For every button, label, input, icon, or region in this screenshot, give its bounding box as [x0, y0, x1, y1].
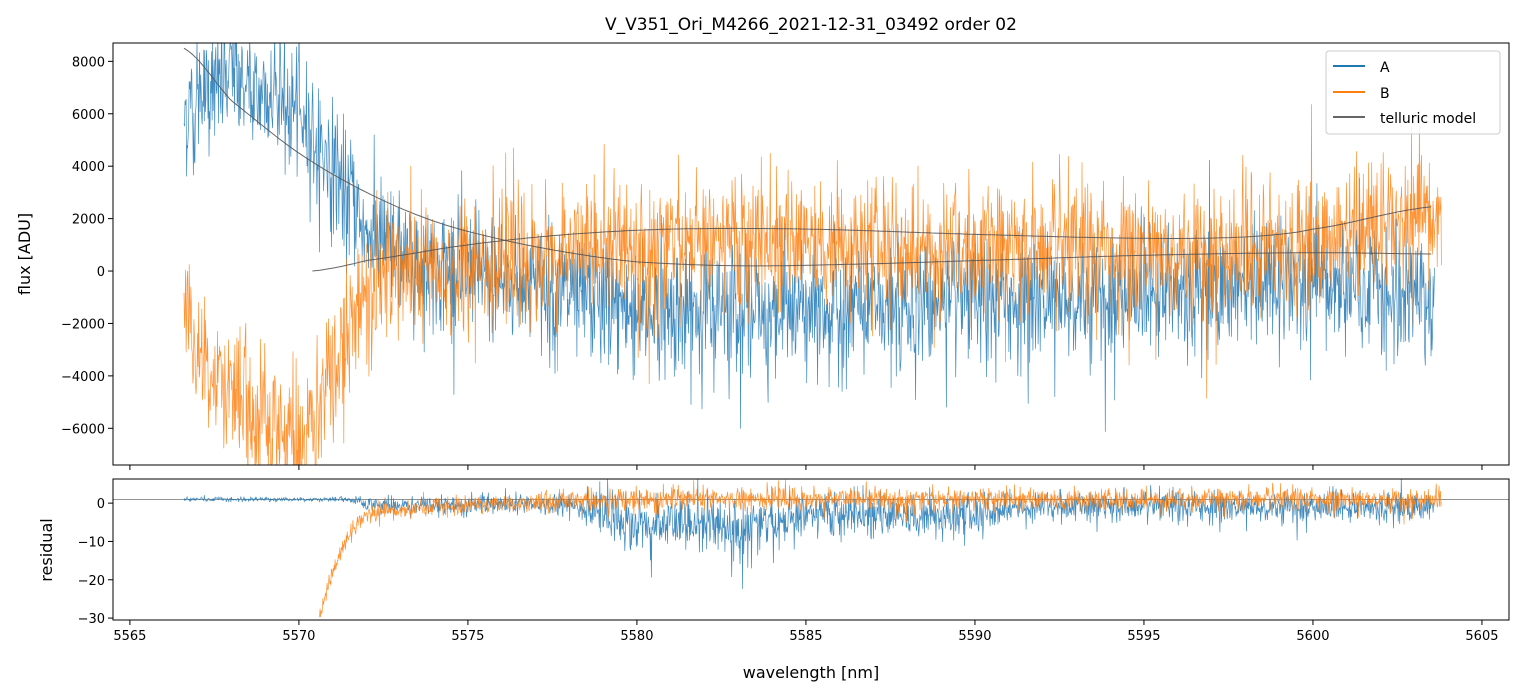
bottom-ylabel: residual — [37, 518, 56, 581]
x-tick-label: 5570 — [282, 629, 315, 644]
legend-label-telluric: telluric model — [1380, 111, 1476, 127]
y-tick-label: 2000 — [72, 213, 105, 228]
axes-frame — [112, 478, 1510, 621]
chart-title: V_V351_Ori_M4266_2021-12-31_03492 order … — [605, 15, 1017, 35]
y-tick-label: 0 — [97, 497, 105, 512]
flux-plot: 8000 6000 4000 2000 0 −2000 −4000 −6000 — [61, 42, 1510, 470]
x-tick-label: 5600 — [1296, 629, 1329, 644]
y-tick-label: 6000 — [72, 108, 105, 123]
y-tick-label: −30 — [78, 612, 105, 627]
legend-label-a: A — [1380, 60, 1390, 76]
x-tick-label: 5605 — [1465, 629, 1498, 644]
y-tick-label: −2000 — [61, 317, 105, 332]
series-a-line — [183, 479, 1435, 589]
xlabel: wavelength [nm] — [743, 663, 880, 682]
x-tick-label: 5580 — [620, 629, 653, 644]
series-b-line — [318, 479, 1442, 618]
x-tick-label: 5595 — [1127, 629, 1160, 644]
y-tick-label: −20 — [78, 574, 105, 589]
legend-label-b: B — [1380, 86, 1390, 102]
series-b-line — [183, 104, 1442, 465]
y-tick-label: 0 — [97, 265, 105, 280]
y-tick-label: 4000 — [72, 160, 105, 175]
y-tick-label: 8000 — [72, 55, 105, 70]
series-telluric-model-line — [183, 47, 1432, 267]
series-telluric-model-line — [312, 206, 1432, 272]
series-a-line — [183, 43, 1435, 432]
y-tick-label: −4000 — [61, 370, 105, 385]
y-tick-label: −6000 — [61, 422, 105, 437]
top-ylabel: flux [ADU] — [15, 213, 34, 295]
y-tick-label: −10 — [78, 535, 105, 550]
axes-frame — [112, 42, 1510, 466]
x-tick-label: 5590 — [958, 629, 991, 644]
legend: A B telluric model — [1325, 50, 1501, 135]
x-tick-label: 5565 — [113, 629, 146, 644]
residual-plot: 5565 5570 5575 5580 5585 5590 5595 5600 5605 0 −10… — [78, 478, 1510, 644]
x-tick-label: 5575 — [451, 629, 484, 644]
x-tick-label: 5585 — [789, 629, 822, 644]
